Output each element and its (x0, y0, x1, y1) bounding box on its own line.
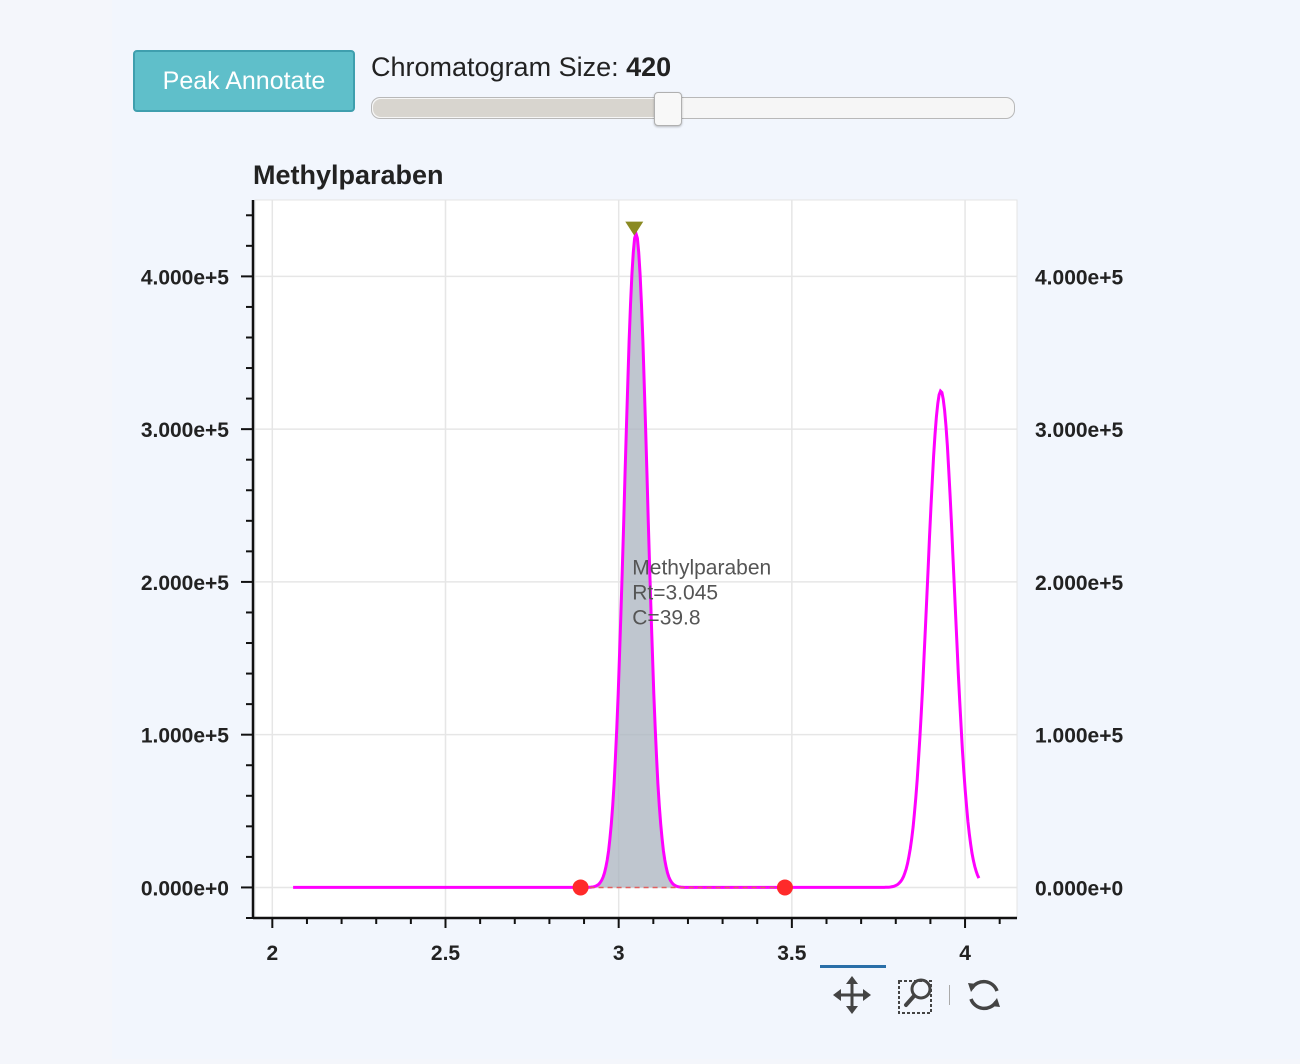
box-zoom-icon[interactable] (897, 975, 937, 1015)
slider-fill (373, 99, 670, 117)
y-tick-label-right: 2.000e+5 (1035, 572, 1123, 595)
right-label-clip (1123, 250, 1300, 930)
peak-boundary-marker (776, 879, 793, 896)
chart-title: Methylparaben (253, 160, 444, 190)
y-tick-label-right: 4.000e+5 (1035, 266, 1123, 289)
x-tick-label: 2 (266, 942, 278, 965)
peak-annotation-line: Rt=3.045 (632, 581, 718, 604)
reset-icon[interactable] (964, 975, 1004, 1015)
axis-layer: 2 2.5 3 3.5 4 0.000e+0 0.000e+0 1.000e+5 1.000e+… (141, 200, 1300, 965)
x-tick-label: 3 (613, 942, 625, 965)
chromatogram-line (293, 228, 981, 889)
toolbar-active-indicator (820, 965, 886, 968)
slider-label-text: Chromatogram Size: (371, 52, 627, 82)
x-tick-label: 4 (959, 942, 971, 965)
toolbar-separator (949, 985, 950, 1005)
y-tick-label-right: 0.000e+0 (1035, 877, 1123, 900)
peak-apex-marker (625, 221, 644, 236)
y-tick-label-right: 3.000e+5 (1035, 419, 1123, 442)
peak-annotate-button[interactable]: Peak Annotate (133, 50, 355, 112)
y-tick-label: 0.000e+0 (141, 877, 229, 900)
y-tick-label: 1.000e+5 (141, 725, 229, 748)
y-tick-label: 2.000e+5 (141, 572, 229, 595)
slider-handle[interactable] (654, 92, 683, 126)
peak-annotation-line: Methylparaben (632, 556, 771, 579)
y-tick-label: 3.000e+5 (141, 419, 229, 442)
slider-label: Chromatogram Size: 420 (371, 52, 671, 83)
slider-value: 420 (626, 52, 672, 82)
chromatogram-size-slider[interactable] (371, 92, 1015, 126)
y-tick-label: 4.000e+5 (141, 266, 229, 289)
x-tick-label: 3.5 (777, 942, 807, 965)
y-tick-label-right: 1.000e+5 (1035, 725, 1123, 748)
peak-annotation-line: C=39.8 (632, 606, 700, 629)
x-tick-label: 2.5 (431, 942, 461, 965)
pan-icon[interactable] (832, 975, 872, 1015)
peak-boundary-marker (572, 879, 589, 896)
integrated-peak-area (580, 233, 785, 888)
